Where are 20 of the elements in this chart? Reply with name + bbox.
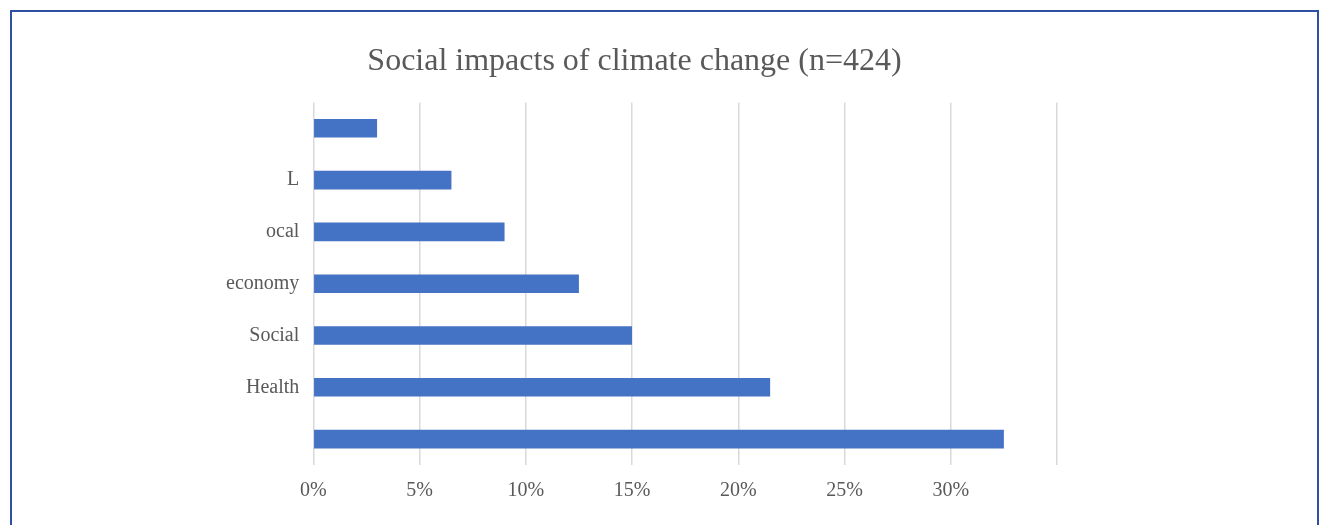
x-tick-label: 20% — [719, 478, 757, 501]
chart-title: Social impacts of climate change (n=424) — [367, 40, 902, 77]
y-tick-label: economy — [226, 270, 300, 294]
x-tick-label: 10% — [507, 478, 545, 501]
x-tick-label: 25% — [826, 478, 863, 501]
y-tick-label: ocal — [266, 219, 300, 242]
y-tick-label: Social — [249, 322, 300, 345]
x-tick-label: 15% — [613, 478, 651, 501]
bar — [314, 274, 579, 294]
bar — [314, 377, 771, 397]
bar — [314, 170, 452, 190]
bar — [314, 326, 633, 345]
bar — [314, 429, 1004, 449]
y-tick-label: Health — [246, 374, 300, 397]
bar — [314, 222, 505, 242]
x-tick-label: 0% — [299, 478, 327, 501]
bar — [314, 118, 378, 138]
x-tick-label: 5% — [406, 478, 433, 501]
y-tick-label: L — [287, 167, 300, 190]
x-tick-label: 30% — [932, 478, 970, 501]
